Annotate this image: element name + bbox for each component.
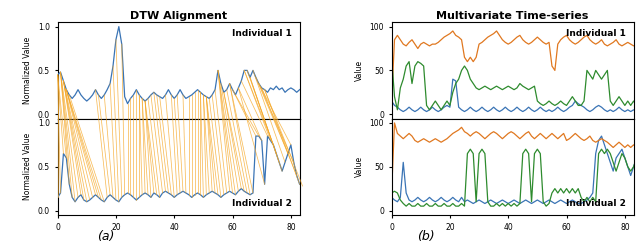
Y-axis label: Normalized Value: Normalized Value <box>23 133 32 200</box>
Title: Multivariate Time-series: Multivariate Time-series <box>436 11 589 21</box>
Title: DTW Alignment: DTW Alignment <box>130 11 227 21</box>
Text: (b): (b) <box>417 230 435 243</box>
Text: Individual 1: Individual 1 <box>566 29 627 38</box>
Y-axis label: Value: Value <box>355 156 364 177</box>
Text: (a): (a) <box>97 230 115 243</box>
Text: Individual 2: Individual 2 <box>566 199 627 208</box>
Legend: Variable 1, Variable 2, Variable 3: Variable 1, Variable 2, Variable 3 <box>390 140 568 155</box>
Y-axis label: Normalized Value: Normalized Value <box>23 37 32 104</box>
Text: Individual 2: Individual 2 <box>232 199 292 208</box>
Y-axis label: Value: Value <box>355 60 364 81</box>
Text: Individual 1: Individual 1 <box>232 29 292 38</box>
